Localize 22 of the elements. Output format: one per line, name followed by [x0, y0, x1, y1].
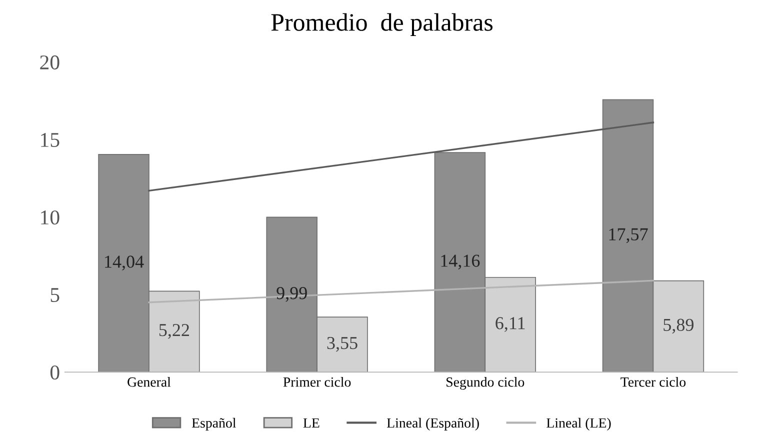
y-tick-label: 20: [40, 55, 60, 70]
data-label: 5,89: [664, 318, 694, 334]
legend-label: Lineal (Español): [386, 418, 479, 430]
data-label: 6,11: [496, 317, 525, 332]
data-label: 14,16: [441, 254, 480, 270]
y-tick-label: 5: [50, 288, 60, 302]
legend-label: Español: [192, 418, 236, 430]
chart-title: Promedio de palabras: [271, 13, 493, 36]
y-tick-label: 0: [50, 365, 60, 380]
x-tick-label: Primer ciclo: [283, 376, 351, 387]
legend-label: LE: [303, 418, 320, 428]
data-label: 5,22: [159, 324, 189, 339]
y-tick-label: 15: [41, 133, 60, 147]
data-label: 9,99: [276, 287, 307, 302]
legend-label: Lineal (LE): [546, 418, 611, 430]
x-tick-label: Segundo ciclo: [446, 376, 524, 390]
data-label: 3,55: [327, 336, 358, 352]
x-tick-label: General: [128, 376, 171, 387]
data-label: 14,04: [105, 256, 144, 270]
data-label: 17,57: [609, 228, 648, 244]
y-tick-label: 10: [41, 210, 60, 225]
x-tick-label: Tercer ciclo: [620, 376, 686, 387]
